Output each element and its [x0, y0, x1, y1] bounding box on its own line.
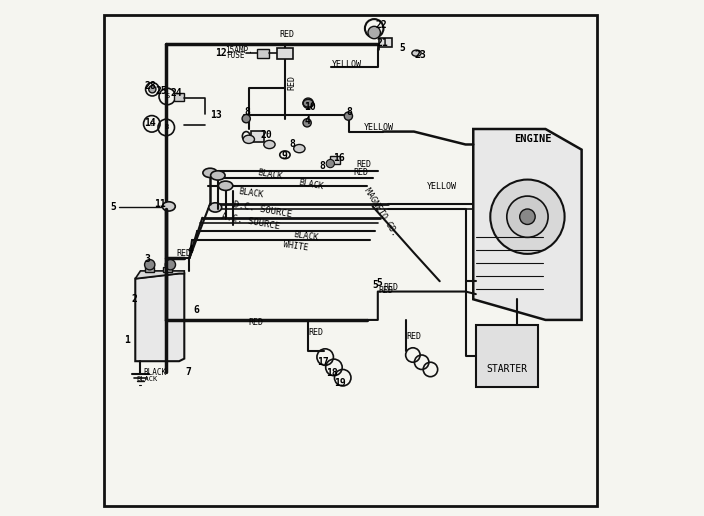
Text: 17: 17	[317, 357, 329, 367]
Text: 5: 5	[111, 202, 116, 213]
Circle shape	[149, 86, 156, 93]
Text: 4: 4	[188, 245, 194, 255]
Text: RED: RED	[356, 159, 371, 169]
Text: RED: RED	[249, 318, 264, 327]
Text: RED: RED	[279, 30, 295, 39]
Bar	[379, 38, 392, 47]
Text: 8: 8	[245, 107, 251, 118]
Text: 5: 5	[376, 278, 382, 288]
Ellipse shape	[412, 50, 421, 56]
Polygon shape	[135, 273, 184, 361]
Text: RED: RED	[308, 328, 323, 337]
Text: BLACK: BLACK	[298, 178, 324, 191]
Bar	[256, 49, 270, 58]
Circle shape	[144, 260, 155, 270]
Ellipse shape	[209, 203, 222, 212]
Text: MAGNETO GD.: MAGNETO GD.	[363, 186, 399, 237]
Text: 23: 23	[415, 50, 427, 60]
Text: 8: 8	[320, 161, 325, 171]
Text: 16: 16	[333, 153, 345, 163]
Circle shape	[490, 180, 565, 254]
Circle shape	[520, 209, 535, 224]
Bar	[251, 131, 264, 142]
Bar	[330, 156, 339, 164]
Ellipse shape	[210, 171, 225, 180]
Text: RED: RED	[379, 286, 394, 295]
Circle shape	[507, 196, 548, 237]
Text: 8: 8	[347, 107, 353, 118]
Text: 18: 18	[326, 367, 337, 378]
Text: WHITE: WHITE	[282, 240, 308, 253]
Circle shape	[303, 119, 311, 127]
Text: BLACK: BLACK	[143, 368, 166, 377]
Text: 24: 24	[170, 88, 182, 98]
Text: RED: RED	[287, 75, 296, 90]
Text: 20: 20	[260, 130, 272, 140]
Ellipse shape	[264, 140, 275, 149]
Text: BLACK: BLACK	[239, 187, 265, 199]
Text: RED: RED	[353, 168, 369, 178]
Text: 11: 11	[154, 199, 165, 209]
Ellipse shape	[163, 202, 175, 211]
Text: 14: 14	[144, 118, 156, 128]
Text: RED: RED	[406, 332, 421, 341]
Bar	[476, 325, 538, 387]
Bar	[174, 93, 184, 101]
Text: YELLOW: YELLOW	[332, 60, 361, 69]
Text: 15AMP.: 15AMP.	[225, 45, 253, 55]
Circle shape	[368, 26, 380, 39]
Text: YELLOW: YELLOW	[427, 182, 457, 191]
Ellipse shape	[294, 144, 305, 153]
Text: 9: 9	[282, 151, 288, 161]
Polygon shape	[473, 129, 582, 320]
Text: B: B	[164, 124, 168, 131]
Text: ENGINE: ENGINE	[514, 134, 551, 144]
Text: 1: 1	[124, 334, 130, 345]
Text: 7: 7	[186, 366, 191, 377]
Bar	[277, 48, 293, 59]
Circle shape	[242, 115, 251, 123]
Text: S: S	[165, 93, 170, 100]
Ellipse shape	[203, 168, 218, 178]
Text: 25: 25	[156, 86, 168, 96]
Text: BLACK: BLACK	[256, 168, 283, 182]
Ellipse shape	[218, 181, 233, 190]
Bar	[163, 267, 172, 272]
Text: 8: 8	[289, 139, 295, 150]
Circle shape	[326, 159, 334, 168]
Text: 3: 3	[144, 254, 151, 264]
Text: STARTER: STARTER	[486, 364, 527, 374]
Text: BLACK: BLACK	[293, 230, 319, 242]
Text: 13: 13	[210, 109, 222, 120]
Text: D.C. SOURCE: D.C. SOURCE	[232, 200, 292, 219]
Text: RED: RED	[383, 283, 398, 293]
Text: YELLOW: YELLOW	[363, 123, 394, 133]
Text: 22: 22	[375, 20, 387, 30]
Text: FUSE: FUSE	[227, 51, 245, 60]
Circle shape	[344, 112, 353, 120]
Text: 21: 21	[376, 38, 388, 48]
Text: A.C. SOURCE: A.C. SOURCE	[220, 212, 280, 232]
Circle shape	[165, 260, 175, 270]
Ellipse shape	[243, 135, 254, 143]
Text: 4: 4	[305, 116, 310, 126]
Text: 10: 10	[304, 102, 316, 112]
Text: 5: 5	[399, 43, 406, 53]
Text: RED: RED	[177, 249, 191, 259]
Text: 5: 5	[372, 280, 379, 290]
Text: BLACK: BLACK	[137, 376, 158, 382]
Polygon shape	[135, 271, 184, 279]
Text: 2: 2	[132, 294, 137, 304]
Bar	[144, 267, 154, 272]
Text: G: G	[150, 121, 154, 127]
Text: 6: 6	[193, 304, 199, 315]
Circle shape	[303, 98, 313, 108]
Text: 28: 28	[144, 81, 156, 91]
Text: 19: 19	[334, 378, 346, 388]
Text: 12: 12	[215, 48, 227, 58]
